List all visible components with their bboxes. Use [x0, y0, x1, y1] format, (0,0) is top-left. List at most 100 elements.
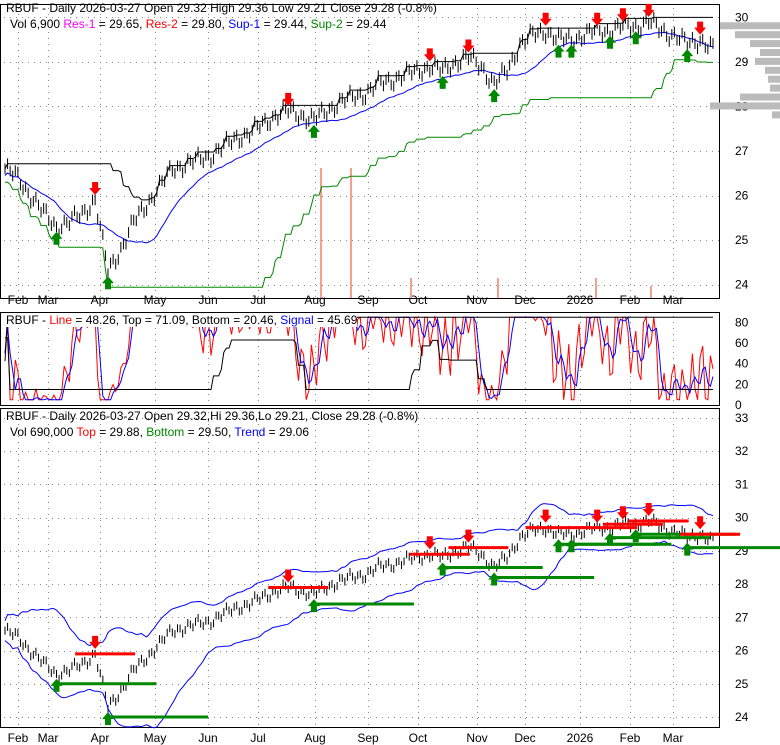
grid-dot	[622, 151, 623, 152]
grid-dot	[718, 240, 719, 241]
grid-dot	[208, 520, 209, 521]
grid-dot	[664, 106, 665, 107]
grid-dot	[622, 451, 623, 452]
grid-dot	[400, 196, 401, 197]
grid-dot	[700, 717, 701, 718]
grid-dot	[478, 717, 479, 718]
buy-arrow-icon	[436, 75, 449, 89]
grid-dot	[574, 106, 575, 107]
grid-dot	[630, 236, 631, 237]
month-label: Mar	[38, 731, 59, 745]
grid-dot	[580, 182, 581, 183]
grid-dot	[556, 418, 557, 419]
grid-dot	[525, 272, 526, 273]
grid-dot	[630, 104, 631, 105]
grid-dot	[16, 451, 17, 452]
grid-dot	[424, 584, 425, 585]
grid-dot	[18, 454, 19, 455]
volume-bar	[320, 168, 322, 298]
grid-dot	[424, 617, 425, 618]
grid-dot	[477, 266, 478, 267]
grid-dot	[368, 236, 369, 237]
grid-dot	[580, 80, 581, 81]
grid-dot	[673, 484, 674, 485]
grid-dot	[258, 278, 259, 279]
grid-dot	[208, 62, 209, 63]
grid-dot	[48, 592, 49, 593]
grid-dot	[418, 62, 419, 63]
grid-dot	[340, 651, 341, 652]
grid-dot	[368, 532, 369, 533]
grid-dot	[580, 592, 581, 593]
grid-dot	[418, 598, 419, 599]
grid-dot	[676, 418, 677, 419]
grid-dot	[22, 617, 23, 618]
grid-dot	[18, 140, 19, 141]
grid-dot	[208, 260, 209, 261]
grid-dot	[640, 484, 641, 485]
grid-dot	[502, 617, 503, 618]
grid-dot	[460, 584, 461, 585]
grid-dot	[694, 551, 695, 552]
grid-dot	[580, 98, 581, 99]
grid-dot	[604, 518, 605, 519]
grid-dot	[652, 62, 653, 63]
grid-dot	[258, 358, 259, 359]
grid-dot	[418, 242, 419, 243]
grid-dot	[40, 62, 41, 63]
grid-dot	[208, 538, 209, 539]
grid-dot	[256, 451, 257, 452]
grid-dot	[630, 86, 631, 87]
grid-dot	[208, 514, 209, 515]
grid-dot	[418, 550, 419, 551]
grid-dot	[118, 285, 119, 286]
grid-dot	[315, 718, 316, 719]
grid-dot	[48, 544, 49, 545]
grid-dot	[280, 684, 281, 685]
grid-dot	[525, 388, 526, 389]
grid-dot	[673, 86, 674, 87]
grid-dot	[315, 80, 316, 81]
grid-dot	[178, 484, 179, 485]
grid-dot	[477, 26, 478, 27]
grid-dot	[232, 17, 233, 18]
grid-dot	[406, 285, 407, 286]
grid-dot	[18, 152, 19, 153]
grid-dot	[310, 17, 311, 18]
grid-dot	[525, 448, 526, 449]
grid-dot	[100, 526, 101, 527]
grid-dot	[418, 104, 419, 105]
grid-dot	[166, 285, 167, 286]
grid-dot	[368, 284, 369, 285]
grid-dot	[477, 176, 478, 177]
grid-dot	[630, 266, 631, 267]
month-label: Mar	[663, 293, 684, 307]
grid-dot	[477, 400, 478, 401]
grid-dot	[472, 151, 473, 152]
grid-dot	[477, 688, 478, 689]
grid-dot	[48, 242, 49, 243]
grid-dot	[580, 86, 581, 87]
grid-dot	[142, 551, 143, 552]
grid-dot	[630, 182, 631, 183]
grid-dot	[525, 194, 526, 195]
grid-dot	[526, 240, 527, 241]
grid-dot	[274, 484, 275, 485]
grid-dot	[214, 717, 215, 718]
grid-dot	[226, 617, 227, 618]
grid-dot	[526, 484, 527, 485]
grid-dot	[477, 694, 478, 695]
grid-dot	[673, 260, 674, 261]
grid-dot	[232, 551, 233, 552]
grid-dot	[580, 32, 581, 33]
grid-dot	[250, 196, 251, 197]
grid-dot	[315, 472, 316, 473]
grid-dot	[258, 574, 259, 575]
grid-dot	[496, 196, 497, 197]
grid-dot	[388, 418, 389, 419]
grid-dot	[88, 106, 89, 107]
grid-dot	[315, 676, 316, 677]
grid-dot	[368, 628, 369, 629]
grid-dot	[292, 240, 293, 241]
grid-dot	[18, 128, 19, 129]
